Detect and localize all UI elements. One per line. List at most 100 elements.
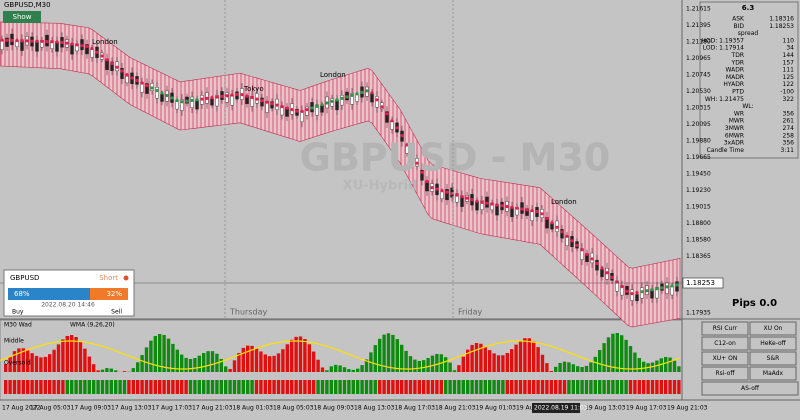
hist-bar bbox=[330, 366, 333, 372]
hist-bar bbox=[638, 358, 641, 372]
strip-bar bbox=[277, 380, 280, 394]
price-label: 1.20965 bbox=[686, 55, 711, 62]
strip-bar bbox=[184, 380, 187, 394]
strip-bar bbox=[264, 380, 267, 394]
hist-bar bbox=[387, 333, 390, 372]
hist-bar bbox=[290, 340, 293, 372]
trend-dot bbox=[625, 290, 628, 293]
hist-bar bbox=[132, 368, 135, 372]
trend-dot bbox=[470, 198, 473, 201]
strip-bar bbox=[541, 380, 544, 394]
button-label: C12-on bbox=[714, 340, 736, 347]
hist-bar bbox=[294, 337, 297, 372]
trend-dot bbox=[10, 39, 13, 42]
trend-dot bbox=[105, 58, 108, 61]
sell: Sell bbox=[111, 309, 122, 316]
trend-dot bbox=[145, 84, 148, 87]
candle bbox=[91, 49, 94, 57]
trend-dot bbox=[180, 100, 183, 103]
hist-bar bbox=[589, 362, 592, 372]
symbol: GBPUSD,M30 bbox=[4, 1, 51, 9]
strip-bar bbox=[519, 380, 522, 394]
trend-dot bbox=[160, 91, 163, 94]
strip-bar bbox=[338, 380, 341, 394]
strip-bar bbox=[409, 380, 412, 394]
strip-bar bbox=[352, 380, 355, 394]
hist-bar bbox=[541, 355, 544, 372]
strip-bar bbox=[321, 380, 324, 394]
hist-bar bbox=[418, 361, 421, 372]
trend-dot bbox=[50, 40, 53, 43]
trend-dot bbox=[30, 39, 33, 42]
strip-bar bbox=[466, 380, 469, 394]
watermark: GBPUSD - M30 bbox=[300, 136, 611, 180]
session: London bbox=[92, 38, 118, 46]
strip-bar bbox=[616, 380, 619, 394]
strip-bar bbox=[360, 380, 363, 394]
strip-bar bbox=[523, 380, 526, 394]
trend-dot bbox=[210, 96, 213, 99]
candle bbox=[191, 97, 194, 108]
trend-dot bbox=[490, 202, 493, 205]
trend-dot bbox=[25, 39, 28, 42]
strip-bar bbox=[316, 380, 319, 394]
trend-dot bbox=[585, 253, 588, 256]
hist-bar bbox=[308, 344, 311, 372]
strip-bar bbox=[158, 380, 161, 394]
strip-bar bbox=[536, 380, 539, 394]
trend-dot bbox=[165, 94, 168, 97]
trend-dot bbox=[675, 283, 678, 286]
trend-dot bbox=[465, 197, 468, 200]
trend-dot bbox=[605, 271, 608, 274]
candle bbox=[1, 40, 4, 49]
strip-bar bbox=[30, 380, 33, 394]
trend-dot bbox=[480, 201, 483, 204]
hist-bar bbox=[303, 339, 306, 372]
trend-dot bbox=[540, 212, 543, 215]
trend-dot bbox=[215, 95, 218, 98]
hist-bar bbox=[211, 351, 214, 372]
hist-bar bbox=[536, 347, 539, 372]
buy-pct: 68% bbox=[14, 290, 30, 298]
info-cell: BID bbox=[733, 23, 744, 30]
time-label: 18 Aug 09:03 bbox=[314, 405, 355, 412]
hist-bar bbox=[189, 359, 192, 372]
hist-bar bbox=[413, 360, 416, 372]
strip-bar bbox=[602, 380, 605, 394]
hist-bar bbox=[338, 365, 341, 372]
trend-dot bbox=[150, 86, 153, 89]
candle bbox=[376, 96, 379, 107]
trend-dot bbox=[235, 93, 238, 96]
strip-bar bbox=[211, 380, 214, 394]
strip-bar bbox=[677, 380, 680, 394]
strip-bar bbox=[492, 380, 495, 394]
strip-bar bbox=[74, 380, 77, 394]
strip-bar bbox=[171, 380, 174, 394]
hist-bar bbox=[391, 335, 394, 372]
price-label: 1.21395 bbox=[686, 22, 711, 29]
trend-dot bbox=[40, 40, 43, 43]
strip-bar bbox=[176, 380, 179, 394]
hist-bar bbox=[580, 367, 583, 372]
strip-bar bbox=[202, 380, 205, 394]
trend-dot bbox=[200, 97, 203, 100]
hist-bar bbox=[352, 370, 355, 372]
level: Oversold bbox=[4, 360, 31, 367]
trend-dot bbox=[370, 91, 373, 94]
info-cell: spread bbox=[738, 30, 759, 37]
trend-dot bbox=[300, 110, 303, 113]
strip-bar bbox=[664, 380, 667, 394]
price-label: 1.18580 bbox=[686, 237, 711, 244]
trend-dot bbox=[550, 221, 553, 224]
strip-bar bbox=[633, 380, 636, 394]
strip-bar bbox=[136, 380, 139, 394]
strip-bar bbox=[312, 380, 315, 394]
strip-bar bbox=[668, 380, 671, 394]
trend-dot bbox=[55, 40, 58, 43]
hist-bar bbox=[598, 350, 601, 372]
strip-bar bbox=[110, 380, 113, 394]
candle bbox=[596, 260, 599, 270]
time-label: 18 Aug 17:03 bbox=[395, 405, 436, 412]
hist-bar bbox=[167, 339, 170, 372]
trend-dot bbox=[170, 96, 173, 99]
